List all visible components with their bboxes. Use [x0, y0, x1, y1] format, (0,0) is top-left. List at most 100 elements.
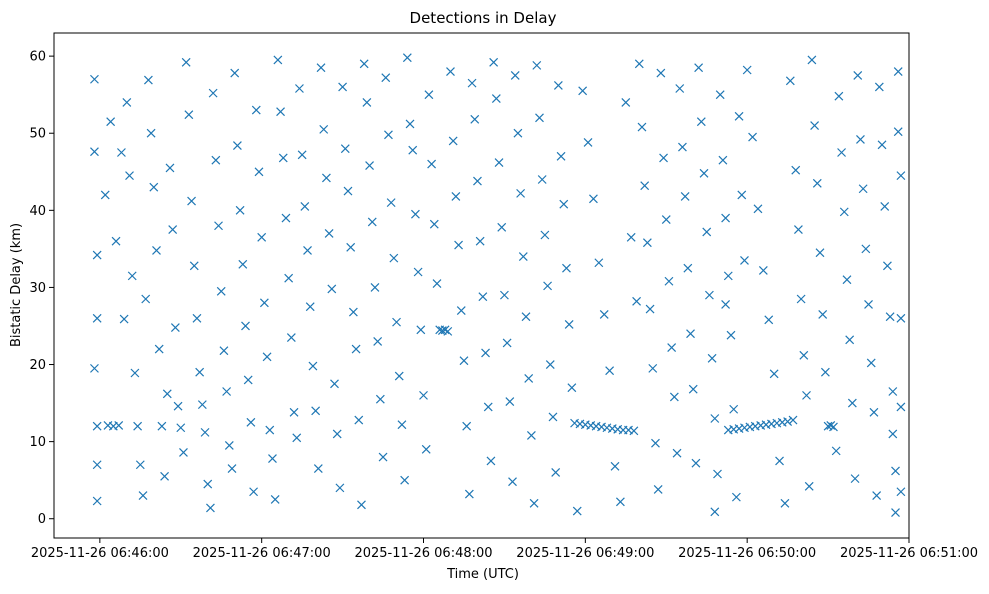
scatter-point	[710, 507, 720, 517]
scatter-point	[664, 276, 674, 286]
scatter-point	[160, 471, 170, 481]
scatter-point	[853, 70, 863, 80]
scatter-point	[891, 466, 900, 476]
scatter-point	[513, 128, 523, 138]
chart-title: Detections in Delay	[410, 9, 557, 27]
scatter-point	[141, 294, 151, 304]
scatter-point	[718, 155, 728, 165]
scatter-point	[243, 375, 253, 385]
scatter-point	[481, 348, 490, 358]
scatter-point	[885, 312, 895, 322]
scatter-point	[872, 491, 882, 501]
scatter-point	[189, 261, 199, 271]
scatter-point	[524, 373, 534, 383]
scatter-point	[834, 91, 844, 101]
scatter-point	[494, 158, 504, 167]
scatter-point	[691, 458, 701, 468]
scatter-point	[106, 117, 116, 127]
scatter-point	[864, 299, 873, 309]
scatter-point	[475, 236, 485, 246]
scatter-point	[502, 338, 512, 348]
scatter-point	[305, 302, 315, 312]
scatter-point	[222, 387, 232, 396]
scatter-point	[723, 271, 733, 281]
scatter-point	[831, 446, 841, 456]
scatter-point	[203, 479, 213, 489]
scatter-point	[694, 63, 704, 73]
scatter-point	[740, 256, 749, 265]
scatter-point	[678, 142, 687, 152]
scatter-point	[707, 353, 717, 363]
scatter-point	[710, 414, 720, 423]
scatter-point	[791, 165, 801, 175]
scatter-point	[526, 431, 536, 440]
scatter-point	[276, 107, 285, 117]
scatter-point	[135, 460, 145, 470]
scatter-point	[672, 448, 682, 458]
scatter-point	[292, 433, 302, 443]
scatter-point	[807, 55, 817, 65]
scatter-point	[381, 73, 391, 83]
scatter-point	[861, 244, 871, 254]
scatter-point	[268, 454, 277, 464]
scatter-point	[454, 240, 463, 250]
scatter-point	[669, 392, 679, 402]
scatter-point	[195, 367, 205, 377]
scatter-point	[540, 230, 550, 240]
scatter-point	[818, 309, 828, 319]
scatter-point	[704, 290, 714, 300]
scatter-point	[667, 343, 677, 352]
scatter-point	[416, 325, 426, 335]
scatter-point	[259, 298, 269, 308]
scatter-point	[208, 88, 218, 98]
scatter-point	[578, 86, 588, 96]
scatter-point	[176, 423, 186, 433]
scatter-point	[443, 326, 453, 336]
scatter-point	[829, 422, 838, 432]
scatter-point	[162, 389, 172, 399]
plot-frame	[53, 32, 910, 539]
scatter-point	[699, 168, 709, 178]
scatter-point	[896, 171, 906, 181]
scatter-point	[386, 198, 396, 208]
scatter-point	[249, 487, 259, 497]
scatter-point	[459, 356, 469, 366]
scatter-point	[529, 498, 539, 508]
scatter-point	[702, 227, 712, 237]
scatter-point	[367, 217, 377, 227]
scatter-point	[478, 292, 488, 302]
scatter-point	[651, 438, 660, 448]
scatter-point	[594, 258, 604, 268]
scatter-point	[629, 426, 639, 436]
scatter-point	[321, 173, 331, 183]
scatter-point	[551, 468, 561, 477]
plot-area	[53, 32, 910, 539]
scatter-point	[567, 383, 577, 393]
scatter-point	[117, 148, 126, 157]
scatter-point	[842, 275, 852, 285]
scatter-point	[640, 181, 650, 191]
scatter-point	[359, 59, 369, 69]
scatter-point	[661, 215, 671, 225]
scatter-point	[548, 412, 558, 422]
y-axis-label: Bistatic Delay (km)	[9, 223, 24, 347]
scatter-point	[845, 335, 855, 345]
scatter-point	[373, 336, 383, 346]
scatter-point	[605, 366, 615, 376]
scatter-point	[521, 312, 531, 322]
scatter-point	[187, 196, 196, 206]
scatter-point	[839, 207, 849, 217]
scatter-point	[346, 242, 356, 252]
scatter-point	[483, 402, 493, 412]
scatter-point	[462, 421, 472, 431]
scatter-point	[370, 283, 380, 292]
scatter-point	[211, 155, 221, 165]
scatter-point	[340, 144, 350, 154]
scatter-point	[572, 506, 582, 516]
scatter-point	[659, 153, 668, 163]
scatter-point	[181, 57, 191, 67]
scatter-point	[783, 417, 793, 427]
scatter-point	[583, 138, 593, 147]
scatter-point	[238, 259, 248, 269]
